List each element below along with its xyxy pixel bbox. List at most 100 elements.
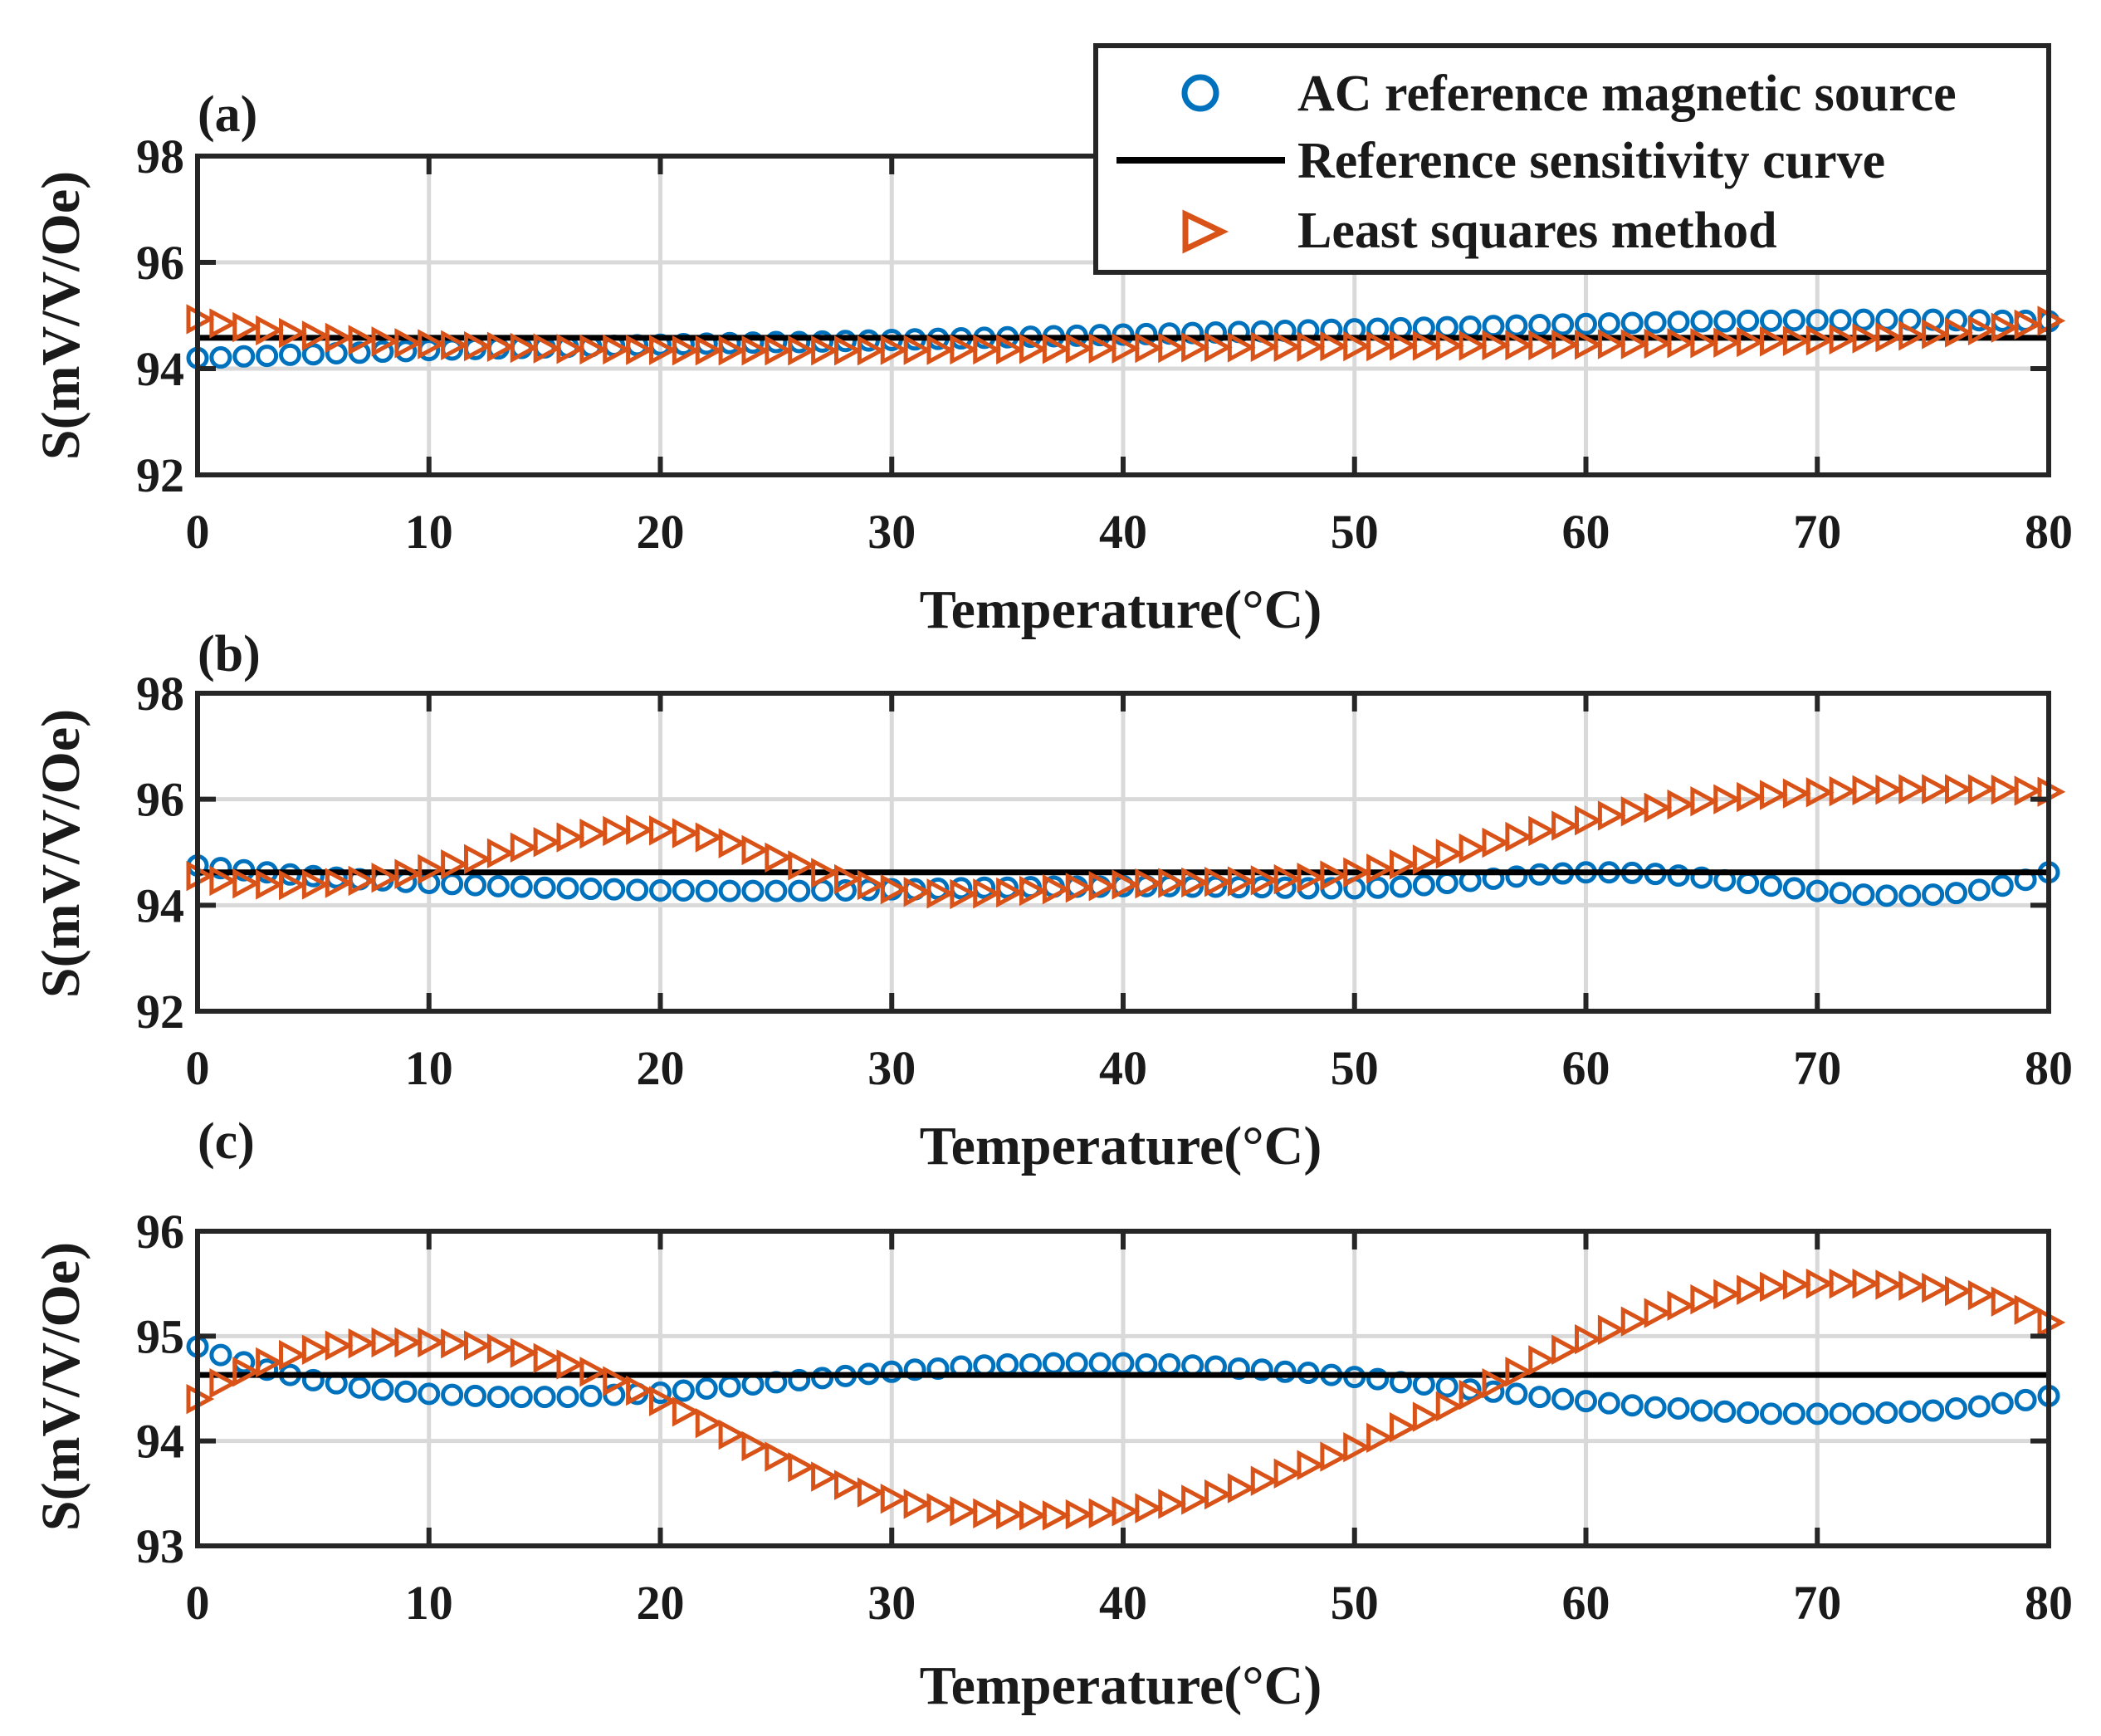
panel-c-lsm-point [1644,1298,1673,1328]
panel-b-lsm-point [1320,860,1349,891]
panel-b-ac-point [556,877,579,900]
panel-a-lsm-point [371,326,400,357]
panel-a-lsm-point [1435,330,1464,361]
panel-c-ytick-label: 95 [136,1309,184,1363]
panel-b-ac-point [1898,884,1922,907]
panel-a-xlabel: Temperature(°C) [920,579,1322,640]
panel-a-lsm-point [857,335,886,366]
panel-a-lsm-point [1297,331,1326,362]
panel-c-lsm-point [256,1347,284,1378]
panel-b-lsm-point [579,818,608,849]
panel-a-xtick-label: 80 [2025,505,2073,559]
panel-a-lsm-point [903,335,932,365]
panel-c-lsm-point [626,1375,654,1406]
panel-c-lsm-point [1898,1270,1928,1301]
panel-c-lsm-point [1204,1479,1233,1510]
panel-a-lsm-point [1250,331,1279,362]
panel-b-lsm-point [1088,871,1117,902]
panel-b-ac-point [672,878,695,902]
panel-b-lsm-point [765,842,794,873]
panel-a-ytick-label: 96 [136,236,184,290]
panel-c-lsm-point [1019,1500,1048,1531]
panel-a-lsm-point [1737,326,1765,358]
panel-c-ac-point [1597,1391,1620,1415]
panel-a-ac-point [1852,308,1875,331]
panel-c-lsm-point [1088,1498,1117,1529]
panel-b-ac-point [1667,864,1690,888]
panel-c-lsm-point [1782,1269,1811,1300]
panel-a-lsm-point [973,334,1002,365]
panel-a-lsm-point [1713,327,1742,358]
panel-b-lsm-point [1713,784,1742,814]
panel-c-ac-point [1620,1394,1644,1417]
panel-b-lsm-point [1922,774,1950,804]
panel-c-xtick-label: 10 [405,1576,453,1630]
panel-b-lsm-point [209,865,238,897]
panel-b-lsm-point [1343,857,1372,888]
panel-b-lsm-point [880,873,909,905]
panel-c-lsm-point [441,1328,469,1359]
panel-b-lsm-point [926,878,955,909]
panel-b-lsm-point [418,853,447,885]
panel-c-lsm-point [672,1396,701,1427]
panel-c-ac-point [1713,1400,1737,1423]
panel-b-lsm-point [1644,792,1673,824]
panel-a-xtick-label: 30 [867,505,916,559]
panel-b-lsm-point [556,822,585,853]
panel-a-lsm-point [1922,319,1950,350]
panel-b-lsm-point [1366,853,1395,884]
panel-b-ac-point [464,873,486,897]
panel-a-ytick-label: 92 [136,448,184,502]
legend-marker-ac [1181,74,1219,112]
panel-c-lsm-point [718,1419,747,1450]
panel-b-lsm-point [441,848,469,880]
panel-b-ac-point [486,874,510,897]
panel-b-xtick-label: 10 [405,1041,453,1095]
panel-c-ac-point [209,1343,232,1367]
panel-a-lsm-point [232,311,261,343]
panel-b-xtick-label: 60 [1562,1041,1610,1095]
panel-c-ac-point [1760,1402,1782,1425]
panel-b-lsm-point [533,827,562,858]
panel-a-lsm-point [811,335,839,366]
panel-c-ac-point [880,1360,903,1383]
panel-b-ac-point [765,879,788,902]
panel-a-lsm-point [486,331,515,362]
panel-a-lsm-point [672,335,701,366]
panel-b-ac-point [1390,875,1412,898]
panel-b-lsm-point [811,858,839,888]
panel-c-lsm-point [1250,1465,1279,1496]
panel-b-xtick-label: 40 [1099,1041,1147,1095]
panel-b-lsm-point [464,844,492,874]
legend-label-ac: AC reference magnetic source [1297,66,1957,122]
panel-c-lsm-point [1273,1458,1302,1489]
panel-c-lsm-point [325,1330,354,1361]
panel-a-lsm-point [301,320,330,351]
panel-b-lsm-point [603,815,632,847]
panel-a-lsm-point [1088,333,1117,364]
panel-b-lsm-point [1805,777,1835,808]
panel-b-lsm-point [1482,827,1511,858]
panel-c-lsm-point [1505,1357,1534,1387]
panel-a-ac-point [1760,309,1782,332]
panel-b-lsm-point [301,869,330,900]
panel-c-ac-point [579,1384,603,1407]
panel-a-lsm-point [1112,333,1141,364]
panel-c-lsm-point [556,1349,585,1380]
panel-a-lsm-point [1875,322,1904,353]
panel-b-lsm-point [1505,821,1534,853]
panel-c-ac-point [1829,1402,1852,1425]
panel-a-lsm-point [1991,312,2020,343]
panel-a-lsm-point [556,334,585,364]
panel-b-lsm-point [371,862,400,893]
panel-a-ac-point [1575,312,1597,335]
panel-a-lsm-point [1852,323,1881,354]
panel-b-lsm-point [1852,775,1881,806]
panel-c-ac-point [672,1379,695,1402]
panel-b-ac-point [1991,874,2014,897]
panel-a-ac-point [1805,309,1829,332]
panel-c-lsm-point [232,1357,261,1387]
panel-b-ytick-label: 92 [136,985,184,1039]
panel-a-lsm-point [926,335,955,365]
panel-b-lsm-point [857,869,886,901]
